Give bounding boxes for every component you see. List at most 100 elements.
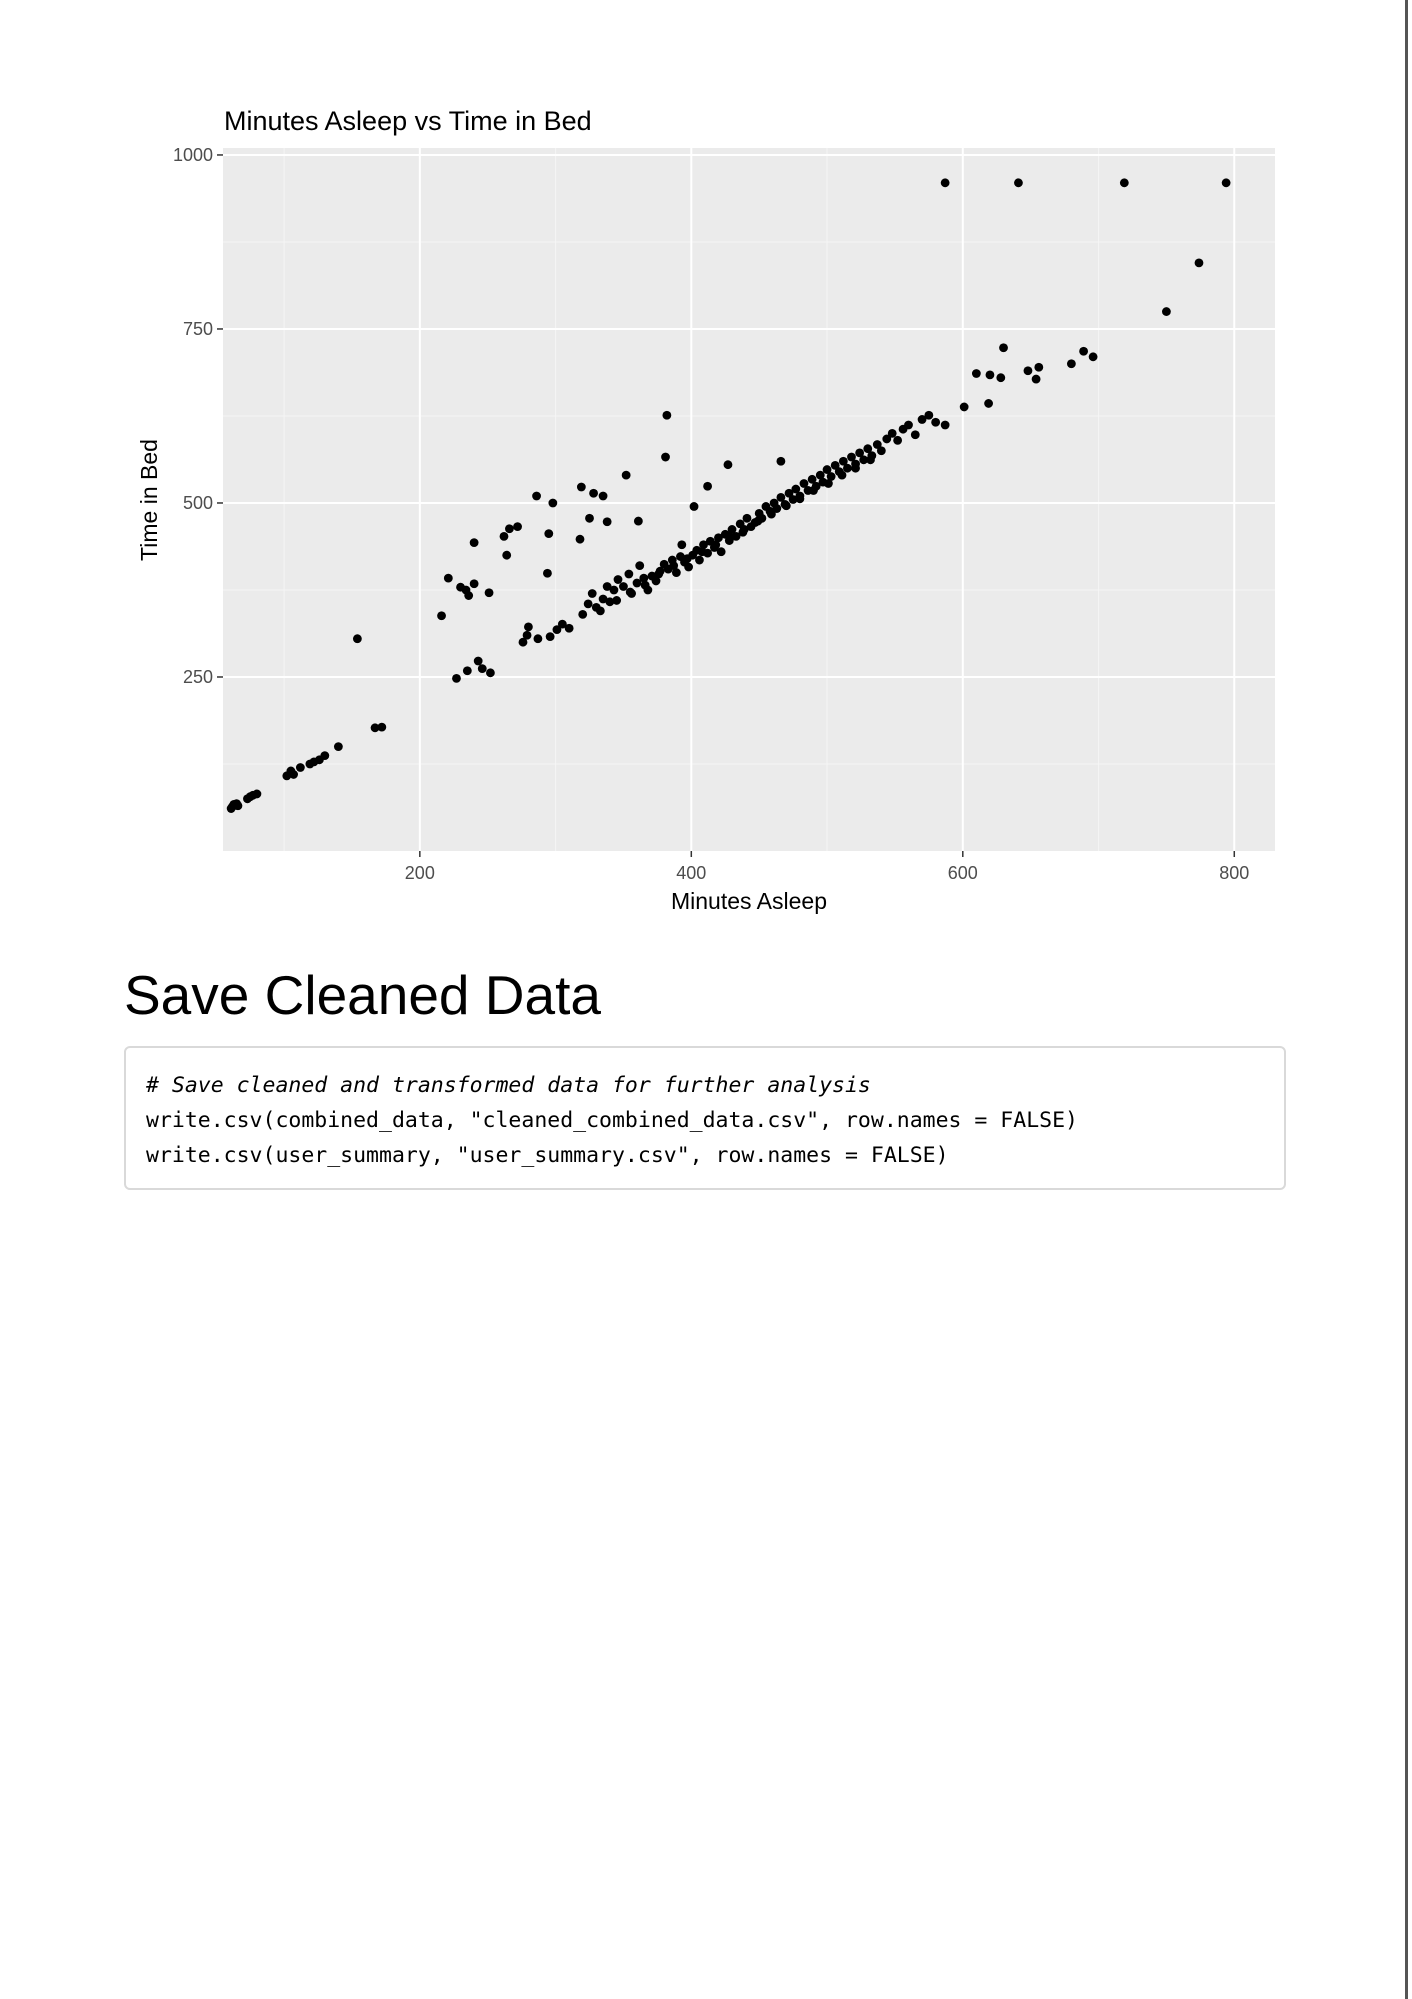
data-point [882, 434, 892, 444]
data-point [557, 619, 567, 629]
data-point [843, 463, 852, 473]
data-point [625, 587, 635, 597]
x-tick-label: 800 [1219, 863, 1249, 883]
data-point [662, 410, 672, 420]
data-point [887, 428, 897, 438]
data-point [931, 417, 941, 427]
data-point [452, 673, 461, 683]
x-tick-label: 200 [405, 863, 435, 883]
data-point [872, 440, 882, 449]
data-point [443, 573, 453, 583]
data-point [863, 444, 873, 454]
data-point [624, 569, 634, 579]
code-line-2: write.csv(user_summary, "user_summary.cs… [146, 1143, 949, 1168]
data-point [807, 474, 817, 484]
data-point [609, 585, 619, 595]
data-point [697, 547, 707, 557]
data-point [612, 596, 622, 605]
data-point [859, 455, 869, 465]
data-point [469, 538, 479, 548]
y-tick-label: 250 [183, 667, 213, 687]
y-tick-label: 750 [183, 319, 213, 339]
data-point [669, 561, 679, 571]
data-point [695, 555, 704, 565]
data-point [587, 589, 597, 598]
data-point [289, 770, 298, 779]
data-point [1088, 352, 1098, 362]
data-point [578, 609, 588, 619]
data-point [532, 491, 541, 501]
data-point [971, 369, 981, 378]
data-point [377, 722, 387, 732]
data-point [576, 482, 586, 492]
data-point [524, 622, 533, 632]
data-point [613, 575, 623, 584]
data-point [996, 373, 1006, 383]
data-point [605, 597, 615, 607]
data-point [598, 594, 608, 604]
data-point [723, 460, 733, 470]
data-point [502, 550, 512, 560]
data-point [486, 668, 495, 678]
x-axis-label: Minutes Asleep [671, 888, 827, 914]
data-point [824, 479, 833, 488]
data-point [1031, 374, 1041, 384]
data-point [661, 452, 670, 462]
data-point [505, 524, 514, 534]
code-comment-line: # Save cleaned and transformed data for … [146, 1073, 871, 1098]
axis-ticks [217, 154, 1236, 857]
data-point [602, 582, 612, 591]
data-point [917, 415, 927, 424]
data-point [633, 516, 643, 526]
plot-panel [223, 148, 1275, 851]
data-point [837, 470, 847, 480]
tick-labels: 200 400 600 800 250 500 750 1000 [173, 145, 1249, 883]
data-point [640, 580, 650, 590]
data-point [295, 763, 305, 772]
data-point [469, 579, 479, 589]
data-point [689, 502, 699, 511]
data-point [776, 456, 786, 466]
data-point [985, 370, 995, 380]
data-point [940, 420, 950, 430]
data-point [847, 452, 856, 462]
data-point [1079, 346, 1089, 356]
data-point [544, 529, 554, 539]
data-point [838, 456, 848, 466]
data-point [727, 525, 737, 534]
data-point [822, 465, 832, 474]
data-point [462, 666, 472, 676]
data-point [518, 637, 528, 647]
x-tick-label: 600 [948, 863, 978, 883]
data-point [233, 801, 243, 811]
data-point [742, 513, 752, 523]
data-point [799, 479, 809, 488]
data-point [621, 470, 631, 480]
data-point [477, 664, 487, 674]
data-point [464, 591, 474, 600]
data-point [1014, 178, 1023, 188]
data-point [714, 533, 723, 543]
data-points [226, 178, 1231, 813]
data-point [654, 569, 664, 579]
data-point [619, 582, 628, 591]
data-point [533, 634, 543, 644]
data-point [1066, 359, 1076, 369]
data-point [699, 540, 708, 550]
data-point [639, 573, 649, 583]
data-point [1194, 258, 1204, 268]
data-point [484, 588, 494, 598]
data-point [333, 742, 343, 751]
data-point [543, 568, 552, 578]
section-heading: Save Cleaned Data [124, 964, 601, 1026]
data-point [671, 568, 681, 577]
data-point [826, 472, 836, 481]
data-point [552, 625, 562, 635]
data-point [788, 495, 798, 504]
data-point [1162, 307, 1171, 316]
data-point [809, 486, 818, 495]
data-point [731, 531, 741, 541]
data-point [499, 531, 509, 541]
data-point [437, 611, 446, 621]
data-point [724, 531, 734, 541]
